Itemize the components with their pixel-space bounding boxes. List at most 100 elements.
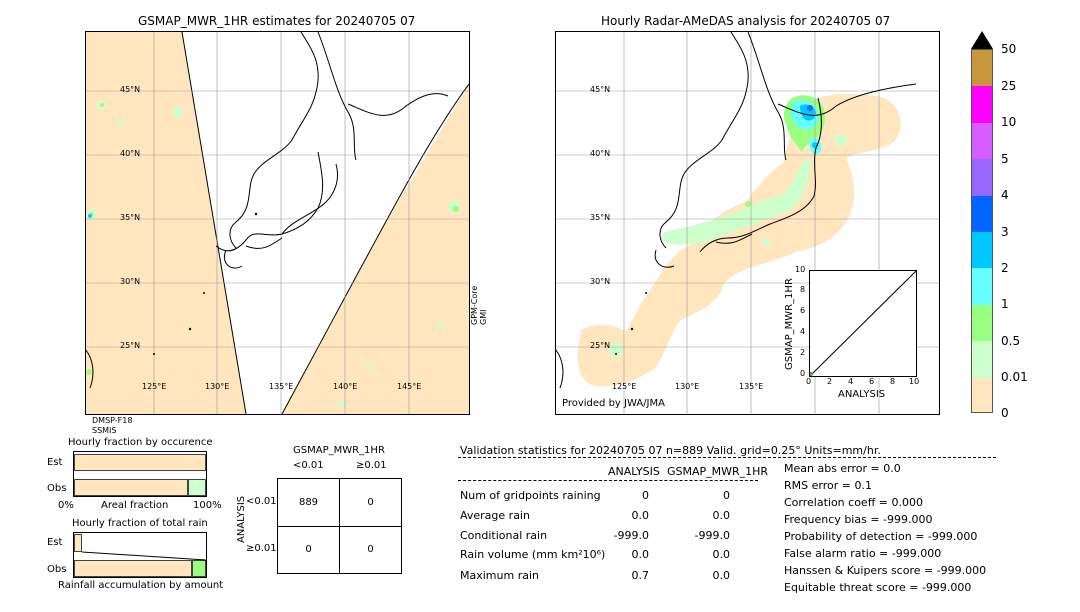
colorbar-band-10 xyxy=(972,122,992,160)
colorbar-label-25: 25 xyxy=(1001,79,1017,93)
colorbar-label-0.01: 0.01 xyxy=(1001,370,1028,384)
colorbar-band-0.01 xyxy=(972,377,992,412)
colorbar-band-5 xyxy=(972,159,992,196)
colorbar-label-0.5: 0.5 xyxy=(1001,334,1021,348)
contingency-row1: <0.01 xyxy=(246,496,277,507)
stats-row-gsmap: 0.0 xyxy=(712,548,731,561)
fraction-axis-right: 100% xyxy=(193,500,222,511)
inset-xtick-8: 8 xyxy=(890,377,896,386)
stats-row-label: Rain volume (mm km²10⁶) xyxy=(460,548,606,561)
right-lon-135: 135°E xyxy=(739,382,764,391)
stats-header: Validation statistics for 20240705 07 n=… xyxy=(460,444,881,457)
score-line: Hanssen & Kuipers score = -999.000 xyxy=(784,564,987,577)
stats-row-gsmap: -999.0 xyxy=(694,529,730,542)
radar-credit: Provided by JWA/JMA xyxy=(562,398,665,409)
left-lon-125: 125°E xyxy=(142,382,167,391)
fraction-axis-left: 0% xyxy=(58,500,74,511)
contingency-cell-d: 0 xyxy=(367,544,374,555)
inset-xtick-6: 6 xyxy=(869,377,875,386)
score-line: Mean abs error = 0.0 xyxy=(784,462,901,475)
fraction2-est-bar xyxy=(74,534,82,552)
inset-xtick-4: 4 xyxy=(848,377,854,386)
stats-col-analysis: ANALYSIS xyxy=(608,465,660,478)
stats-header-rule xyxy=(458,457,996,458)
colorbar-label-2: 2 xyxy=(1001,261,1009,275)
colorbar-label-5: 5 xyxy=(1001,152,1009,166)
fraction-obs-label: Obs xyxy=(47,483,67,494)
colorbar xyxy=(971,49,993,413)
colorbar-label-0: 0 xyxy=(1001,406,1009,420)
inset-diagonal xyxy=(810,271,916,376)
stats-col-rule xyxy=(458,480,758,481)
fraction2-est-label: Est xyxy=(47,537,63,548)
fraction-axis-mid: Areal fraction xyxy=(101,500,169,511)
colorbar-band-50 xyxy=(972,50,992,87)
right-lon-125: 125°E xyxy=(612,382,637,391)
left-lon-140: 140°E xyxy=(333,382,358,391)
inset-scatter xyxy=(809,270,917,377)
stats-row-gsmap: 0.0 xyxy=(712,509,731,522)
inset-point xyxy=(810,372,813,376)
colorbar-label-1: 1 xyxy=(1001,297,1009,311)
stats-row-label: Conditional rain xyxy=(460,529,548,542)
colorbar-band-4 xyxy=(972,195,992,232)
colorbar-label-50: 50 xyxy=(1001,42,1017,56)
fraction-title-total: Hourly fraction of total rain xyxy=(72,518,208,529)
left-lat-40: 40°N xyxy=(120,149,141,158)
inset-ytick-2: 2 xyxy=(800,348,806,357)
contingency-col2: ≥0.01 xyxy=(356,460,387,471)
score-line: Frequency bias = -999.000 xyxy=(784,513,933,526)
contingency-col1: <0.01 xyxy=(293,460,324,471)
fraction-obs-bar-dry xyxy=(74,479,188,496)
contingency-title: GSMAP_MWR_1HR xyxy=(293,445,385,456)
left-map: 45°N 40°N 35°N 30°N 25°N 125°E 130°E 135… xyxy=(85,31,470,415)
left-sensor-right: GPM-Core GMI xyxy=(470,285,488,325)
right-lat-40: 40°N xyxy=(590,149,611,158)
left-swath-east xyxy=(282,84,469,414)
right-lat-35: 35°N xyxy=(590,213,611,222)
inset-ytick-10: 10 xyxy=(795,265,806,274)
inset-xtick-0: 0 xyxy=(806,377,812,386)
left-lat-25: 25°N xyxy=(120,341,141,350)
inset-canvas xyxy=(810,271,916,376)
left-map-canvas xyxy=(86,32,469,414)
inset-ytick-4: 4 xyxy=(800,327,806,336)
fraction-est-bar xyxy=(74,454,206,471)
fraction-obs-bar-wet xyxy=(188,479,206,496)
colorbar-label-4: 4 xyxy=(1001,188,1009,202)
colorbar-band-3 xyxy=(972,231,992,269)
inset-ylabel: GSMAP_MWR_1HR xyxy=(784,278,795,370)
contingency-row2: ≥0.01 xyxy=(246,543,277,554)
score-line: Correlation coeff = 0.000 xyxy=(784,496,923,509)
inset-ytick-6: 6 xyxy=(800,306,806,315)
right-lat-30: 30°N xyxy=(590,277,611,286)
inset-xtick-2: 2 xyxy=(827,377,833,386)
score-line: RMS error = 0.1 xyxy=(784,479,872,492)
fraction2-obs-label: Obs xyxy=(47,564,67,575)
stats-row-label: Average rain xyxy=(460,509,530,522)
fraction-total-plot xyxy=(73,532,207,578)
inset-xtick-10: 10 xyxy=(909,377,920,386)
colorbar-band-0.5 xyxy=(972,341,992,378)
left-lat-45: 45°N xyxy=(120,85,141,94)
inset-xlabel: ANALYSIS xyxy=(838,389,886,400)
stats-row-analysis: 0.0 xyxy=(631,509,650,522)
right-map-title: Hourly Radar-AMeDAS analysis for 2024070… xyxy=(601,14,891,28)
left-lon-135: 135°E xyxy=(269,382,294,391)
left-lat-30: 30°N xyxy=(120,277,141,286)
fraction2-obs-bar-dry xyxy=(74,560,192,577)
stats-row-label: Maximum rain xyxy=(460,569,539,582)
fraction-title-occurence: Hourly fraction by occurence xyxy=(68,437,213,448)
right-lat-45: 45°N xyxy=(590,85,611,94)
left-lon-145: 145°E xyxy=(397,382,422,391)
colorbar-band-2 xyxy=(972,268,992,305)
contingency-cell-a: 889 xyxy=(298,497,319,508)
fraction2-axis: Rainfall accumulation by amount xyxy=(58,580,224,591)
colorbar-band-25 xyxy=(972,86,992,123)
stats-row-analysis: 0.0 xyxy=(631,548,650,561)
stats-row-gsmap: 0.0 xyxy=(712,569,731,582)
colorbar-label-3: 3 xyxy=(1001,225,1009,239)
left-sensor-bottom: DMSP-F18 SSMIS xyxy=(92,416,133,435)
stats-col-gsmap: GSMAP_MWR_1HR xyxy=(667,465,769,478)
contingency-cell-c: 0 xyxy=(305,544,312,555)
